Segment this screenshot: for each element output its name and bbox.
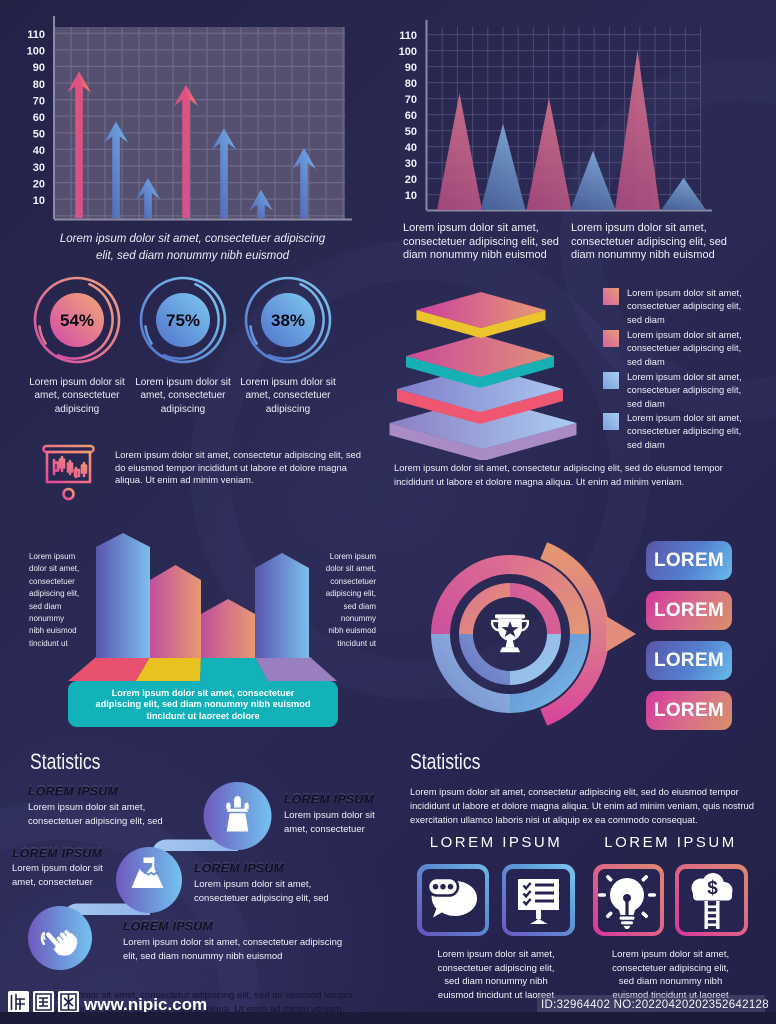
- svg-text:40: 40: [33, 145, 45, 157]
- svg-text:10: 10: [405, 190, 417, 202]
- svg-text:38%: 38%: [271, 311, 305, 330]
- svg-text:70: 70: [33, 95, 45, 107]
- svg-text:54%: 54%: [60, 311, 94, 330]
- svg-text:60: 60: [405, 110, 417, 122]
- svg-text:50: 50: [33, 129, 45, 141]
- svg-text:20: 20: [405, 174, 417, 186]
- svg-text:50: 50: [405, 126, 417, 138]
- svg-text:90: 90: [33, 62, 45, 74]
- svg-text:20: 20: [33, 178, 45, 190]
- svg-text:70: 70: [405, 94, 417, 106]
- svg-text:80: 80: [405, 78, 417, 90]
- svg-text:40: 40: [405, 142, 417, 154]
- svg-text:30: 30: [405, 158, 417, 170]
- svg-text:80: 80: [33, 79, 45, 91]
- svg-text:110: 110: [399, 30, 417, 42]
- svg-text:100: 100: [399, 46, 417, 58]
- svg-text:10: 10: [33, 195, 45, 207]
- svg-text:$: $: [707, 878, 718, 899]
- svg-text:60: 60: [33, 112, 45, 124]
- svg-text:90: 90: [405, 62, 417, 74]
- svg-text:110: 110: [27, 29, 45, 41]
- svg-text:30: 30: [33, 162, 45, 174]
- svg-text:100: 100: [27, 46, 45, 58]
- svg-text:75%: 75%: [166, 311, 200, 330]
